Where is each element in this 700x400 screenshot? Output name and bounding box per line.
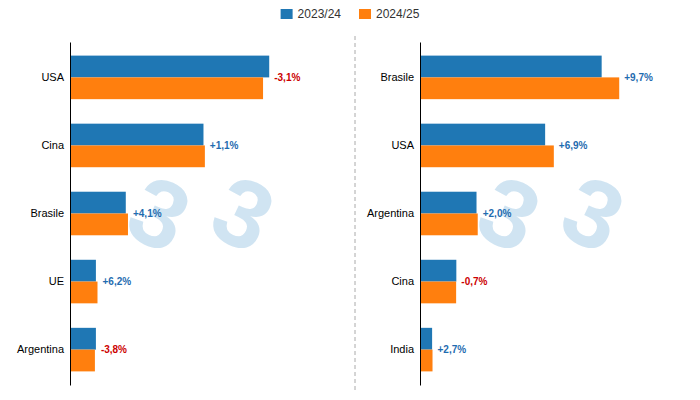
tick-label: Argentina bbox=[367, 207, 415, 219]
annotation: +6,9% bbox=[559, 140, 588, 151]
tick: Brasile bbox=[380, 71, 420, 83]
bar bbox=[420, 328, 432, 350]
annotation: -3,1% bbox=[274, 72, 300, 83]
tick: Cina bbox=[41, 139, 70, 151]
bar bbox=[420, 56, 602, 78]
tick: India bbox=[390, 343, 420, 355]
annotations: +9,7% +6,9% +2,0% -0,7% +2,7% bbox=[438, 72, 653, 355]
bar bbox=[70, 282, 97, 304]
tick-label: India bbox=[390, 343, 415, 355]
legend: 2023/24 2024/25 bbox=[281, 7, 420, 21]
y-axis: Brasile USA Argentina Cina India bbox=[367, 43, 421, 386]
tick: USA bbox=[41, 71, 70, 83]
y-axis: USA Cina Brasile UE Argentina bbox=[17, 43, 71, 386]
tick-label: Cina bbox=[41, 139, 65, 151]
annotation: -3,8% bbox=[101, 344, 127, 355]
annotation: +2,0% bbox=[483, 208, 512, 219]
bar bbox=[70, 77, 263, 99]
tick-label: USA bbox=[41, 71, 64, 83]
bar bbox=[70, 192, 126, 214]
bar bbox=[420, 214, 478, 236]
axis-line bbox=[70, 43, 71, 386]
tick-label: USA bbox=[391, 139, 414, 151]
tick-label: Brasile bbox=[380, 71, 414, 83]
bar bbox=[420, 350, 433, 372]
tick-label: Cina bbox=[391, 275, 415, 287]
bar bbox=[420, 124, 545, 146]
annotation: -0,7% bbox=[461, 276, 487, 287]
tick: Cina bbox=[391, 275, 420, 287]
panel: 33BrasileUSAArgentinaCinaIndia+9,7%+6,9%… bbox=[367, 43, 653, 386]
bar bbox=[70, 145, 205, 167]
tick-label: UE bbox=[49, 275, 64, 287]
tick: Argentina bbox=[17, 343, 70, 355]
annotation: +1,1% bbox=[210, 140, 239, 151]
axis-line bbox=[420, 43, 421, 386]
tick: Brasile bbox=[30, 207, 70, 219]
bar bbox=[70, 328, 96, 350]
bar bbox=[70, 124, 203, 146]
divider bbox=[355, 36, 356, 390]
watermark: 3 bbox=[547, 154, 641, 274]
tick: USA bbox=[391, 139, 420, 151]
tick: UE bbox=[49, 275, 70, 287]
watermark: 3 bbox=[197, 154, 291, 274]
bar bbox=[420, 282, 456, 304]
annotations: -3,1% +1,1% +4,1% +6,2% -3,8% bbox=[101, 72, 301, 355]
tick-label: Argentina bbox=[17, 343, 65, 355]
legend-swatch bbox=[359, 9, 371, 19]
legend-item: 2024/25 bbox=[359, 7, 420, 21]
annotation: +9,7% bbox=[624, 72, 653, 83]
bar bbox=[420, 192, 477, 214]
bars bbox=[420, 56, 619, 372]
bar bbox=[420, 260, 456, 282]
tick: Argentina bbox=[367, 207, 420, 219]
tick-label: Brasile bbox=[30, 207, 64, 219]
annotation: +6,2% bbox=[102, 276, 131, 287]
legend-label: 2023/24 bbox=[298, 7, 342, 21]
bar bbox=[420, 77, 619, 99]
legend-swatch bbox=[281, 9, 293, 19]
bar bbox=[70, 56, 269, 78]
bar bbox=[420, 145, 554, 167]
chart-root: 2023/24 2024/25 3 3 USA Cina Brasile UE Argentin… bbox=[0, 0, 700, 400]
bar bbox=[70, 350, 95, 372]
bars bbox=[70, 56, 269, 372]
bar bbox=[70, 214, 128, 236]
annotation: +4,1% bbox=[133, 208, 162, 219]
annotation: +2,7% bbox=[438, 344, 467, 355]
panel: 33USACinaBrasileUEArgentina-3,1%+1,1%+4,… bbox=[17, 43, 301, 386]
legend-label: 2024/25 bbox=[376, 7, 420, 21]
bar bbox=[70, 260, 96, 282]
legend-item: 2023/24 bbox=[281, 7, 342, 21]
